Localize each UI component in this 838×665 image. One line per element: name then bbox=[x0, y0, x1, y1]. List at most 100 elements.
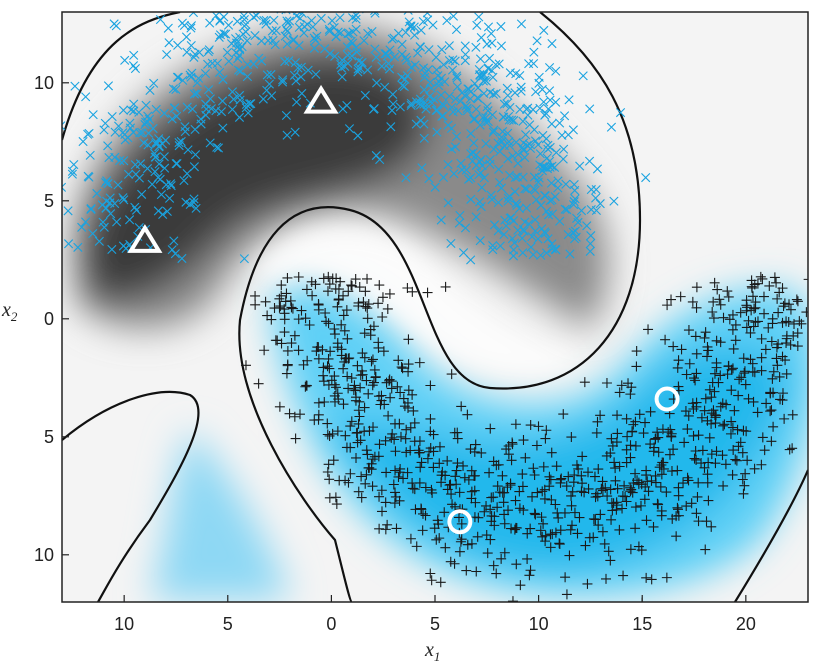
point-class-b bbox=[324, 430, 335, 441]
point-class-b bbox=[286, 338, 297, 349]
point-class-a bbox=[527, 232, 537, 242]
point-class-b bbox=[619, 480, 630, 491]
point-class-a bbox=[204, 85, 214, 95]
point-class-b bbox=[779, 298, 790, 309]
point-class-a bbox=[466, 194, 476, 204]
point-class-a bbox=[224, 56, 234, 66]
point-class-b bbox=[374, 523, 385, 534]
x-tick-label: 10 bbox=[114, 614, 134, 634]
point-class-b bbox=[576, 470, 587, 481]
point-class-a bbox=[575, 161, 585, 171]
point-class-a bbox=[134, 173, 144, 183]
y-tick-label: 10 bbox=[34, 545, 54, 565]
point-class-a bbox=[203, 59, 213, 69]
point-class-a bbox=[531, 195, 542, 205]
point-class-b bbox=[274, 401, 285, 412]
point-class-a bbox=[418, 16, 428, 27]
point-class-a bbox=[155, 14, 166, 25]
point-class-a bbox=[310, 0, 318, 4]
point-class-b bbox=[333, 284, 344, 295]
point-class-a bbox=[488, 89, 499, 99]
point-class-b bbox=[287, 303, 298, 314]
point-class-b bbox=[583, 467, 594, 478]
point-class-b bbox=[405, 445, 416, 456]
point-class-a bbox=[239, 254, 249, 264]
point-class-b bbox=[366, 458, 377, 469]
point-class-a bbox=[479, 173, 489, 183]
point-class-b bbox=[296, 305, 307, 316]
point-class-a bbox=[426, 83, 436, 93]
point-class-a bbox=[212, 142, 222, 152]
point-class-b bbox=[781, 330, 792, 341]
point-class-b bbox=[390, 465, 401, 476]
point-class-b bbox=[592, 491, 603, 502]
point-class-b bbox=[791, 294, 802, 305]
point-class-b bbox=[633, 541, 644, 552]
point-class-b bbox=[688, 404, 699, 415]
point-class-b bbox=[367, 354, 378, 365]
point-class-a bbox=[496, 21, 506, 32]
point-class-b bbox=[701, 516, 712, 527]
point-class-b bbox=[706, 392, 717, 403]
point-class-b bbox=[679, 437, 690, 448]
point-class-a bbox=[242, 36, 252, 46]
point-class-a bbox=[559, 111, 570, 121]
point-class-a bbox=[476, 72, 486, 82]
point-class-a bbox=[419, 99, 429, 109]
point-class-b bbox=[341, 442, 352, 453]
point-class-b bbox=[756, 333, 767, 344]
point-class-b bbox=[409, 436, 420, 447]
point-class-a bbox=[359, 36, 369, 46]
y-tick-label: 0 bbox=[44, 309, 54, 329]
point-class-b bbox=[726, 416, 737, 427]
point-class-a bbox=[186, 40, 196, 51]
point-class-b bbox=[718, 420, 729, 431]
point-class-a bbox=[167, 245, 177, 255]
point-class-a bbox=[32, 236, 40, 244]
point-class-b bbox=[652, 498, 663, 509]
point-class-a bbox=[211, 106, 221, 116]
point-class-a bbox=[169, 236, 179, 246]
point-class-a bbox=[223, 20, 234, 30]
point-class-b bbox=[393, 355, 404, 366]
point-class-a bbox=[555, 216, 565, 226]
point-class-b bbox=[390, 487, 401, 498]
point-class-b bbox=[692, 491, 703, 502]
point-class-b bbox=[380, 524, 391, 535]
point-class-a bbox=[250, 30, 260, 41]
point-class-b bbox=[388, 479, 399, 490]
point-class-b bbox=[666, 466, 677, 477]
point-class-b bbox=[728, 343, 739, 354]
point-class-b bbox=[323, 353, 334, 364]
point-class-a bbox=[416, 25, 426, 35]
point-class-a bbox=[531, 87, 541, 97]
point-class-a bbox=[143, 140, 153, 150]
point-class-b bbox=[738, 353, 749, 364]
point-class-a bbox=[180, 122, 190, 132]
point-class-b bbox=[361, 469, 372, 480]
point-class-a bbox=[569, 197, 579, 207]
point-class-a bbox=[540, 110, 550, 120]
point-class-a bbox=[227, 104, 237, 115]
point-class-a bbox=[284, 16, 295, 26]
point-class-b bbox=[690, 331, 701, 342]
point-class-b bbox=[284, 408, 295, 419]
point-class-b bbox=[324, 279, 335, 290]
point-class-a bbox=[474, 170, 484, 180]
point-class-b bbox=[497, 470, 508, 481]
point-class-a bbox=[149, 78, 159, 88]
point-class-b bbox=[757, 432, 768, 443]
point-class-a bbox=[338, 104, 348, 114]
point-class-a bbox=[234, 90, 245, 101]
point-class-a bbox=[483, 22, 494, 32]
point-class-a bbox=[495, 177, 505, 188]
point-class-a bbox=[475, 197, 485, 207]
point-class-b bbox=[768, 366, 779, 377]
point-class-a bbox=[422, 12, 432, 18]
point-class-b bbox=[312, 342, 323, 353]
point-class-b bbox=[750, 317, 761, 328]
point-class-b bbox=[671, 531, 682, 542]
point-class-b bbox=[605, 555, 616, 566]
point-class-b bbox=[631, 361, 642, 372]
point-class-a bbox=[243, 108, 253, 118]
